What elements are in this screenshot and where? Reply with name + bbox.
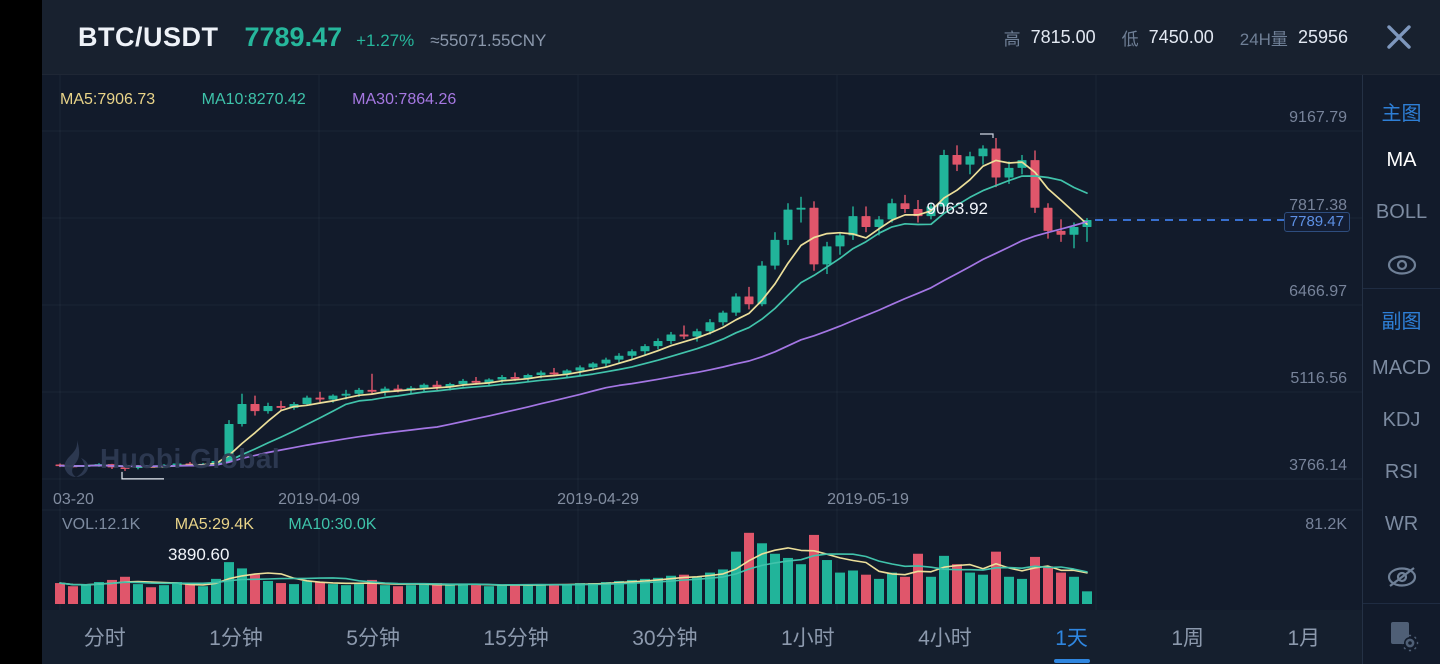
timeframe-15min[interactable]: 15分钟 — [483, 627, 549, 650]
price-change-percent: +1.27% — [356, 30, 415, 50]
last-price: 7789.47 — [244, 21, 343, 52]
symbol-price-group: BTC/USDT 7789.47 +1.27% ≈55071.55CNY — [78, 22, 546, 53]
x-tick-0519: 2019-05-19 — [827, 491, 909, 508]
timeframe-1hour[interactable]: 1小时 — [781, 627, 835, 650]
indicator-macd-button[interactable]: MACD — [1372, 357, 1431, 379]
sub-chart-section-label: 副图 — [1381, 311, 1422, 333]
current-price-tag: 7789.47 — [1283, 212, 1350, 232]
timeframe-1day-active[interactable]: 1天 — [1049, 610, 1094, 664]
timeframe-realtime[interactable]: 分时 — [83, 627, 126, 650]
y-tick-7817: 7817.38 — [1289, 197, 1347, 214]
volume-24h-value: 25956 — [1297, 26, 1348, 47]
indicator-kdj-button[interactable]: KDJ — [1382, 409, 1421, 431]
x-tick-0429: 2019-04-29 — [557, 491, 639, 508]
x-tick-0409: 2019-04-09 — [278, 491, 360, 508]
volume-scale-label: 81.2K — [1305, 516, 1347, 533]
sidebar-divider — [1363, 288, 1440, 289]
timeframe-1month[interactable]: 1月 — [1287, 627, 1321, 650]
x-tick-0320: 03-20 — [53, 491, 94, 508]
header-bar: BTC/USDT 7789.47 +1.27% ≈55071.55CNY 高 7… — [42, 0, 1440, 75]
timeframe-30min[interactable]: 30分钟 — [632, 627, 698, 650]
huobi-flame-icon — [64, 440, 89, 477]
timeframe-1week[interactable]: 1周 — [1171, 627, 1205, 650]
vol-label: VOL:12.1K — [62, 516, 141, 533]
timeframe-4hour[interactable]: 4小时 — [918, 627, 972, 650]
indicator-boll-button[interactable]: BOLL — [1375, 201, 1428, 223]
timeframe-1min[interactable]: 1分钟 — [209, 627, 263, 650]
symbol-title: BTC/USDT — [78, 21, 219, 52]
y-tick-3766: 3766.14 — [1289, 457, 1347, 474]
low-label: 低 — [1121, 29, 1139, 49]
volume-indicator-row: VOL:12.1K MA5:29.4K MA10:30.0K — [62, 516, 406, 534]
indicator-ma-button[interactable]: MA — [1386, 149, 1417, 171]
y-tick-5116: 5116.56 — [1290, 370, 1347, 387]
high-label: 高 — [1003, 29, 1021, 49]
sidebar-divider — [1363, 603, 1440, 604]
volume-24h-label: 24H量 — [1239, 29, 1288, 49]
price-cny-equivalent: ≈55071.55CNY — [430, 30, 547, 50]
y-tick-9167: 9167.79 — [1289, 109, 1347, 126]
timeframe-bar: 分时 1分钟 5分钟 15分钟 30分钟 1小时 4小时 1天 1周 1月 — [42, 610, 1362, 664]
ma30-price-label: MA30:7864.26 — [352, 91, 457, 108]
indicator-wr-button[interactable]: WR — [1384, 513, 1419, 535]
candlestick-chart[interactable]: Huobi Global MA5:7906.73 MA10:8270.42 MA… — [42, 75, 1362, 610]
watermark-text: Huobi Global — [100, 443, 281, 474]
ma10-price-label: MA10:8270.42 — [201, 91, 306, 108]
vol-ma10-label: MA10:30.0K — [288, 516, 377, 533]
indicator-sidebar: 主图 MA BOLL 副图 MACD KDJ RSI WR — [1362, 75, 1440, 664]
indicator-rsi-button[interactable]: RSI — [1384, 461, 1419, 483]
marked-high-label: 9063.92 — [926, 199, 988, 218]
low-value: 7450.00 — [1148, 26, 1214, 47]
ma-indicator-row: MA5:7906.73 MA10:8270.42 MA30:7864.26 — [60, 91, 498, 109]
vol-ma5-label: MA5:29.4K — [174, 516, 254, 533]
marked-low-label: 3890.60 — [168, 545, 230, 564]
close-icon[interactable] — [1382, 20, 1416, 54]
chart-canvas — [42, 75, 1362, 610]
show-indicator-eye-icon[interactable] — [1363, 254, 1440, 276]
watermark: Huobi Global — [60, 440, 280, 478]
gear-glyph — [1401, 634, 1418, 652]
hide-indicator-eye-off-icon[interactable] — [1363, 565, 1440, 589]
main-chart-section-label: 主图 — [1381, 103, 1422, 125]
indicator-settings-icon[interactable] — [1363, 618, 1440, 652]
stats-group: 高 7815.00 低 7450.00 24H量 25956 — [978, 20, 1416, 54]
high-value: 7815.00 — [1030, 26, 1096, 47]
timeframe-5min[interactable]: 5分钟 — [346, 627, 400, 650]
ma5-price-label: MA5:7906.73 — [60, 91, 156, 108]
y-tick-6466: 6466.97 — [1289, 283, 1347, 300]
